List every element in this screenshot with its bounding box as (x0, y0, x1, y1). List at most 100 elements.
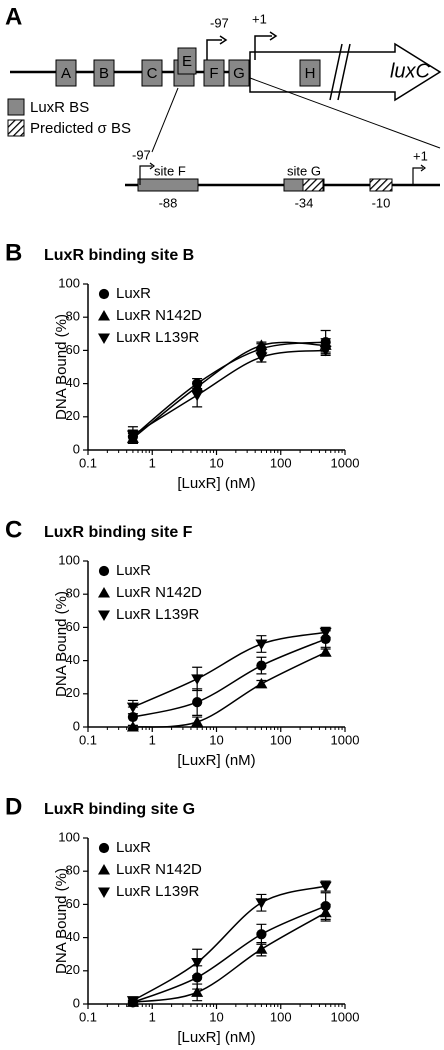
site-label: G (233, 65, 245, 82)
marker (191, 390, 204, 402)
y-tick-label: 20 (66, 962, 80, 977)
y-tick-label: 0 (73, 995, 80, 1010)
tss-arrow-head (149, 162, 155, 170)
legend-marker (98, 864, 110, 875)
zoom-end: +1 (413, 148, 428, 163)
fit-curve (132, 912, 327, 1004)
zoom-start: -97 (132, 147, 151, 162)
marker (192, 697, 203, 708)
marker (191, 958, 204, 969)
x-axis-label: [LuxR] (nM) (177, 1029, 255, 1046)
marker (256, 660, 267, 671)
zoom-site: site F (154, 163, 186, 178)
y-tick-label: 20 (66, 685, 80, 700)
legend-marker (98, 310, 110, 321)
y-tick-label: 40 (66, 652, 80, 667)
marker (126, 430, 139, 442)
fit-curve (132, 349, 326, 436)
marker (320, 633, 331, 645)
site-label: H (305, 65, 316, 82)
tss-arrow (412, 167, 423, 185)
marker (319, 906, 332, 918)
chart-title: LuxR binding site B (44, 247, 194, 264)
marker (256, 929, 267, 940)
zoom-position: -10 (372, 195, 391, 210)
marker (191, 674, 204, 685)
site-box (203, 59, 225, 87)
legend-label: LuxR L139R (116, 329, 200, 346)
marker (255, 677, 268, 689)
legend-marker (98, 333, 110, 344)
tss-label: +1 (252, 11, 267, 26)
legend-marker (98, 842, 110, 854)
marker (255, 943, 268, 954)
marker (191, 986, 204, 997)
zoom-line (151, 87, 179, 153)
gene-arrow (249, 42, 442, 102)
tss-arrow (254, 35, 272, 60)
marker (255, 898, 268, 909)
site-box (137, 178, 199, 192)
fit-curve (132, 638, 326, 718)
fit-curve (132, 341, 326, 438)
y-tick-label: 100 (58, 552, 80, 567)
sigma-box (302, 178, 324, 192)
y-axis-label: DNA Bound (%) (53, 314, 70, 420)
marker (319, 345, 332, 357)
site-label: F (209, 65, 218, 82)
panel-label: B (5, 239, 22, 266)
y-axis-label: DNA Bound (%) (53, 868, 70, 974)
site-label: E (182, 53, 192, 70)
x-tick-label: 10 (209, 455, 223, 470)
y-tick-label: 0 (73, 718, 80, 733)
zoom-position: -34 (295, 195, 314, 210)
fit-curve (132, 631, 326, 708)
x-tick-label: 0.1 (79, 455, 97, 470)
break (329, 43, 351, 101)
legend-marker (98, 288, 110, 300)
marker (319, 646, 332, 657)
y-tick-label: 0 (73, 441, 80, 456)
y-tick-label: 80 (66, 586, 80, 601)
marker (319, 627, 332, 639)
marker (255, 339, 268, 350)
tss-arrow-head (269, 31, 278, 41)
fit-curve (132, 885, 326, 1002)
y-tick-label: 60 (66, 342, 80, 357)
x-tick-label: 1 (149, 455, 156, 470)
legend-marker (98, 587, 110, 598)
x-tick-label: 1000 (331, 732, 360, 747)
y-axis-label: DNA Bound (%) (53, 591, 70, 697)
panel-label: D (5, 793, 22, 820)
tss-arrow (139, 165, 152, 185)
y-tick-label: 100 (58, 829, 80, 844)
y-tick-label: 40 (66, 375, 80, 390)
y-tick-label: 80 (66, 309, 80, 324)
marker (192, 972, 203, 983)
x-tick-label: 100 (270, 732, 292, 747)
fit-curve (132, 651, 326, 728)
marker (127, 711, 139, 723)
x-tick-label: 1 (149, 1009, 156, 1024)
x-tick-label: 100 (270, 1009, 292, 1024)
sigma-box (369, 178, 393, 192)
tss-arrow (206, 39, 222, 60)
y-tick-label: 60 (66, 896, 80, 911)
legend-label: Predicted σ BS (30, 120, 131, 137)
legend-label: LuxR (116, 285, 151, 302)
marker (191, 716, 204, 727)
legend-label: LuxR L139R (116, 883, 200, 900)
y-tick-label: 40 (66, 929, 80, 944)
x-tick-label: 1000 (331, 455, 360, 470)
legend-label: LuxR BS (30, 99, 89, 116)
tss-label: -97 (210, 15, 229, 30)
marker (126, 702, 139, 714)
legend-label: LuxR N142D (116, 307, 202, 324)
y-tick-label: 100 (58, 275, 80, 290)
marker (255, 639, 268, 650)
gene-label: luxC (390, 60, 431, 82)
legend-marker (98, 565, 110, 577)
site-box (55, 59, 77, 87)
legend-label: LuxR N142D (116, 861, 202, 878)
